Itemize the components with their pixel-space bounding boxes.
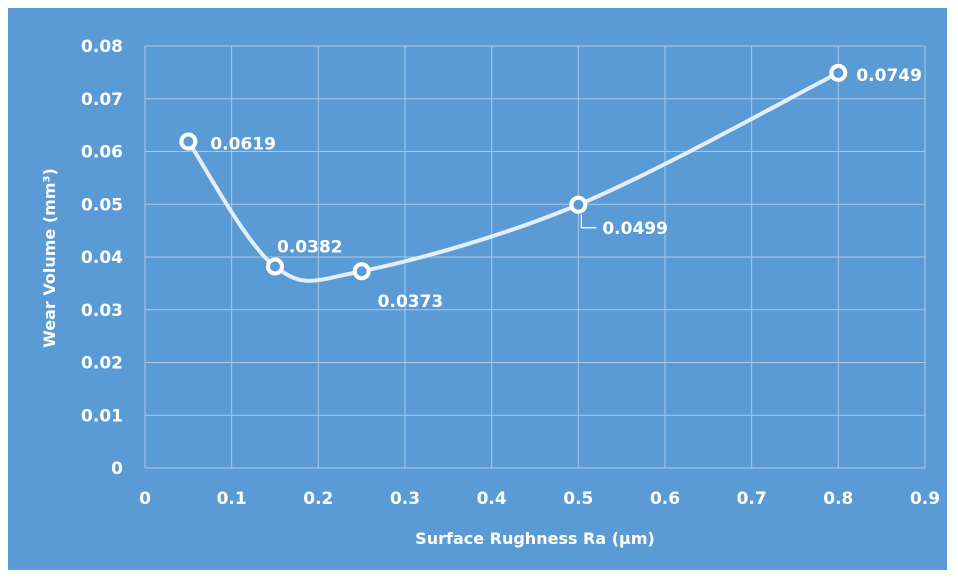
x-tick-label: 0.9	[910, 489, 940, 509]
data-label: 0.0749	[856, 66, 922, 86]
data-label: 0.0619	[210, 134, 276, 154]
x-tick-label: 0.4	[477, 489, 507, 509]
y-tick-label: 0.02	[81, 354, 123, 374]
data-point-marker	[266, 257, 284, 276]
y-tick-label: 0.07	[81, 90, 123, 110]
x-tick-label: 0.8	[823, 489, 853, 509]
x-tick-label: 0	[139, 489, 151, 509]
y-tick-label: 0.04	[81, 248, 123, 268]
y-axis-ticks: 0 0.01 0.02 0.03 0.04 0.05 0.06 0.07 0.08	[81, 37, 123, 479]
wear-volume-chart: 0 0.01 0.02 0.03 0.04 0.05 0.06 0.07 0.08 0 0.1 0.…	[40, 37, 940, 548]
data-point-marker	[179, 132, 198, 151]
grid	[144, 45, 926, 469]
y-tick-label: 0	[111, 459, 123, 479]
y-tick-label: 0.03	[81, 301, 123, 321]
y-tick-label: 0.06	[81, 143, 123, 163]
data-label: 0.0382	[277, 237, 343, 257]
x-axis-ticks: 0 0.1 0.2 0.3 0.4 0.5 0.6 0.7 0.8 0.9	[139, 489, 940, 509]
x-tick-label: 0.5	[563, 489, 593, 509]
x-tick-label: 0.2	[303, 489, 333, 509]
y-tick-label: 0.05	[81, 195, 123, 215]
data-point-marker	[829, 63, 848, 82]
data-label: 0.0499	[602, 219, 668, 239]
series-line	[186, 70, 841, 283]
data-label: 0.0373	[378, 292, 444, 312]
x-tick-label: 0.3	[390, 489, 420, 509]
data-point-marker	[569, 195, 588, 214]
x-tick-label: 0.7	[737, 489, 767, 509]
y-tick-label: 0.01	[81, 406, 123, 426]
x-tick-label: 0.6	[650, 489, 680, 509]
series	[179, 63, 848, 283]
data-label-leader	[580, 214, 597, 229]
x-axis-title: Surface Rughness Ra (µm)	[415, 529, 655, 548]
x-tick-label: 0.1	[217, 489, 247, 509]
chart-frame: 0 0.01 0.02 0.03 0.04 0.05 0.06 0.07 0.08 0 0.1 0.…	[8, 8, 947, 570]
y-tick-label: 0.08	[81, 37, 123, 57]
y-axis-title: Wear Volume (mm³)	[40, 168, 59, 348]
data-labels: 0.0619 0.0382 0.0373 0.0499 0.0749	[210, 66, 922, 312]
data-point-marker	[352, 262, 371, 281]
